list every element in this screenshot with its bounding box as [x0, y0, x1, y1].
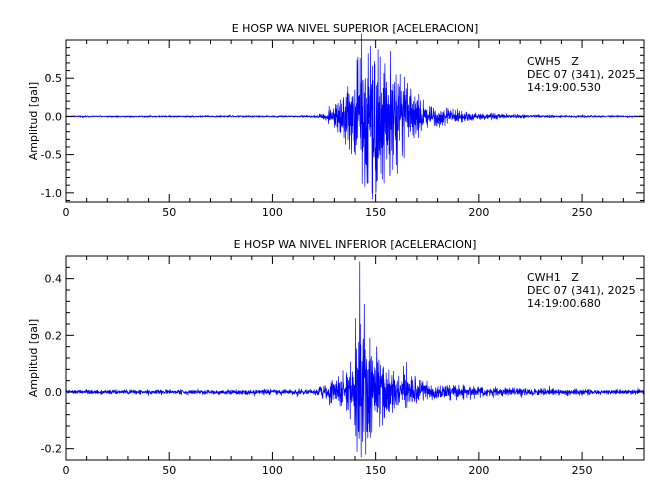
y-tick-label: -0.2 — [41, 443, 62, 456]
x-tick-label: 200 — [468, 464, 489, 477]
x-tick-label: 150 — [365, 464, 386, 477]
x-tick-label: 150 — [365, 206, 386, 219]
y-tick-label: 0.0 — [45, 110, 63, 123]
x-tick-label: 0 — [63, 464, 70, 477]
x-tick-label: 250 — [572, 464, 593, 477]
chart-panel-1: E HOSP WA NIVEL SUPERIOR [ACELERACION] 0 5… — [27, 22, 645, 219]
station-info-line: DEC 07 (341), 2025 — [527, 284, 636, 297]
station-info-line: 14:19:00.680 — [527, 297, 601, 310]
signal-trace — [65, 261, 645, 458]
x-tick-label: 100 — [262, 464, 283, 477]
x-tick-label: 50 — [162, 464, 176, 477]
y-tick-label: 0.5 — [45, 72, 63, 85]
chart-title: E HOSP WA NIVEL INFERIOR [ACELERACION] — [234, 238, 477, 251]
x-tick-label: 0 — [63, 206, 70, 219]
station-info-line: CWH1 Z — [527, 271, 579, 284]
station-info-line: 14:19:00.530 — [527, 81, 601, 94]
y-tick-label: 0.2 — [45, 329, 63, 342]
y-axis-label: Amplitud [gal] — [27, 319, 40, 397]
y-tick-label: 0.4 — [45, 273, 63, 286]
x-tick-label: 50 — [162, 206, 176, 219]
x-tick-label: 100 — [262, 206, 283, 219]
station-info-line: CWH5 Z — [527, 55, 579, 68]
x-tick-label: 250 — [572, 206, 593, 219]
signal-trace — [65, 33, 645, 200]
y-axis-label: Amplitud [gal] — [27, 82, 40, 160]
chart-title: E HOSP WA NIVEL SUPERIOR [ACELERACION] — [232, 22, 479, 35]
station-info-line: DEC 07 (341), 2025 — [527, 68, 636, 81]
y-tick-label: -0.5 — [41, 149, 62, 162]
y-tick-label: 0.0 — [45, 386, 63, 399]
chart-panel-2: E HOSP WA NIVEL INFERIOR [ACELERACION] 0 5… — [27, 238, 645, 477]
y-tick-label: -1.0 — [41, 187, 62, 200]
x-tick-label: 200 — [468, 206, 489, 219]
